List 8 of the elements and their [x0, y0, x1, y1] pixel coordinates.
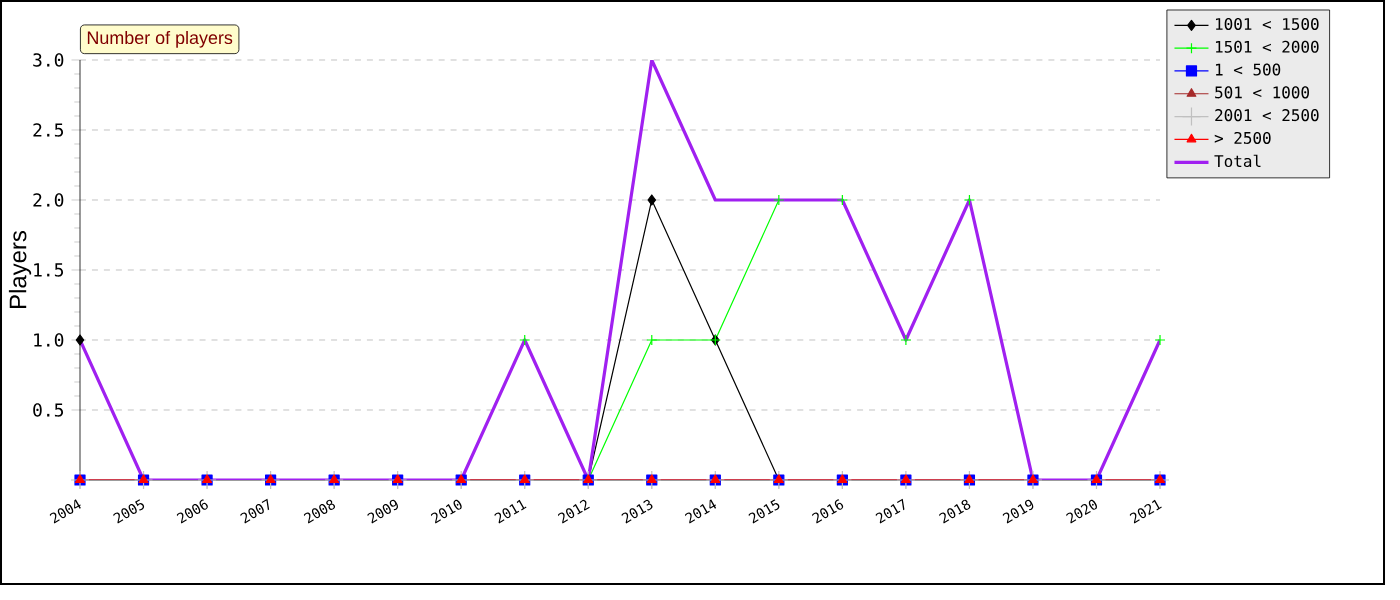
y-tick-label: 3.0	[33, 53, 64, 67]
y-tick-label: 0.5	[33, 403, 64, 417]
y-tick-label: 2.5	[33, 123, 64, 137]
y-tick-label: 2.0	[33, 193, 64, 207]
y-tick-label: 1.0	[34, 333, 64, 347]
y-tick-label: 1.5	[34, 263, 64, 277]
y-axis-title: Players	[8, 231, 32, 308]
chart-title: Number of players	[87, 30, 233, 48]
